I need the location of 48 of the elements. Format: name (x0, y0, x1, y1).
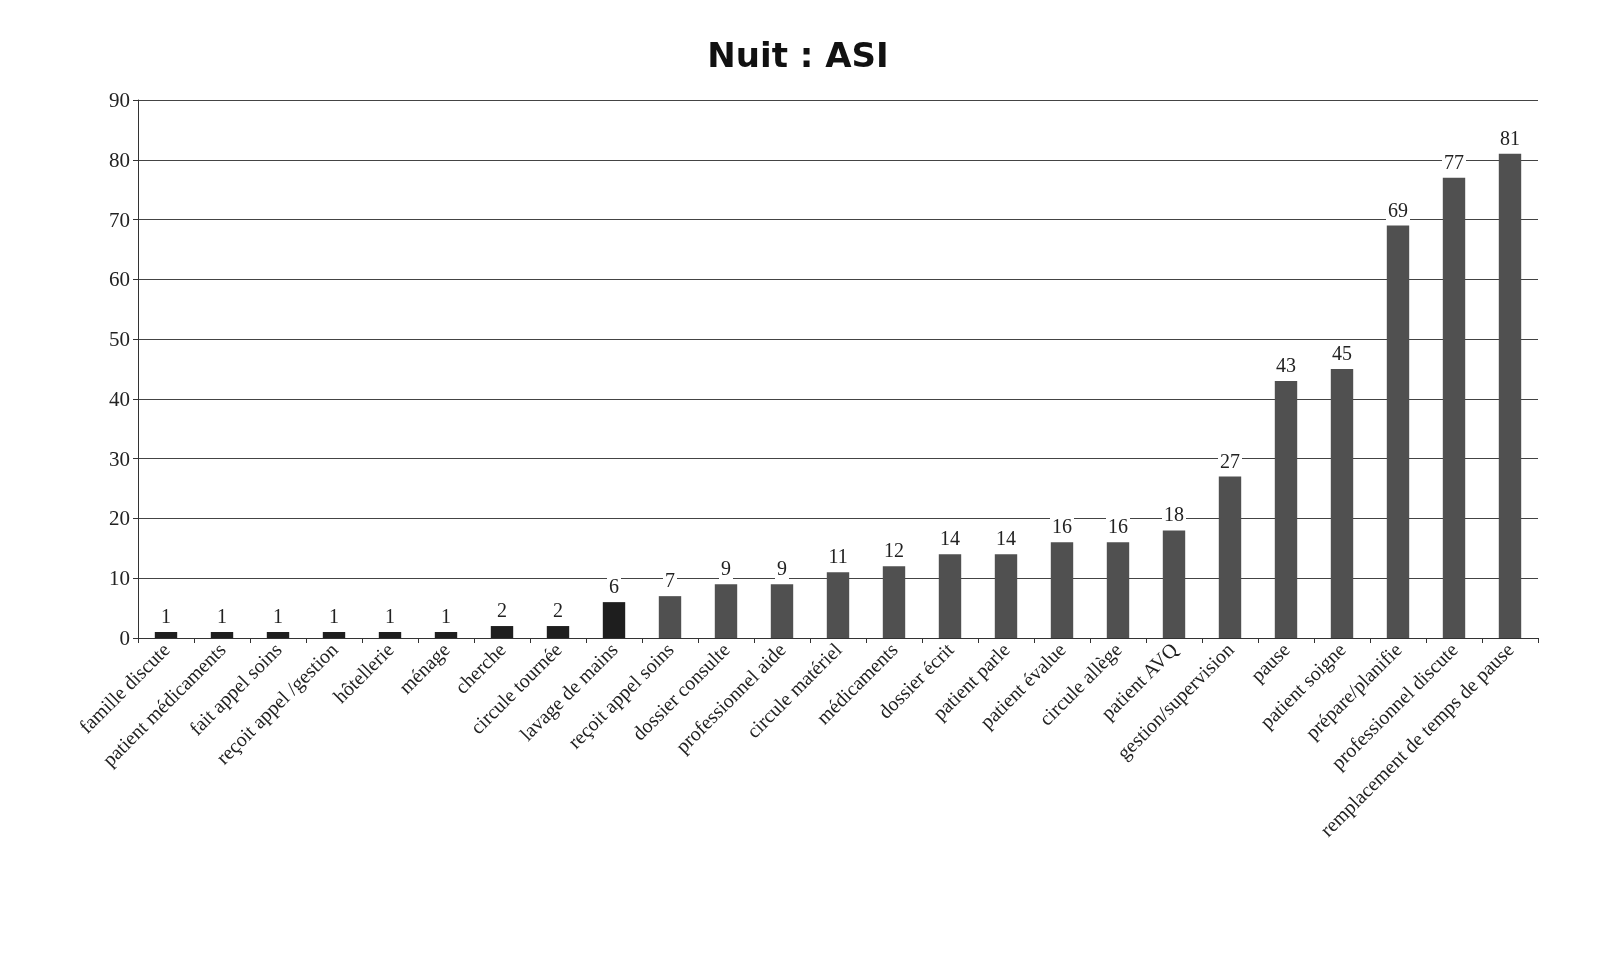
data-label: 1 (161, 605, 171, 628)
y-tick-label: 50 (109, 327, 130, 352)
data-label: 12 (884, 539, 904, 562)
bar (154, 632, 178, 638)
data-label: 1 (217, 605, 227, 628)
data-label: 16 (1108, 515, 1128, 538)
bar (658, 596, 682, 638)
y-tick-label: 80 (109, 147, 130, 172)
bar (770, 584, 794, 638)
data-label: 16 (1052, 515, 1072, 538)
bar (210, 632, 234, 638)
bar (714, 584, 738, 638)
data-label: 14 (996, 527, 1016, 550)
bar (546, 626, 570, 638)
data-label: 9 (777, 557, 787, 580)
data-label: 2 (553, 599, 563, 622)
bar (378, 632, 402, 638)
bar (602, 602, 626, 638)
data-label: 27 (1220, 449, 1240, 472)
y-tick-label: 70 (109, 207, 130, 232)
data-label: 1 (273, 605, 283, 628)
chart-title: Nuit : ASI (707, 35, 889, 75)
bar (490, 626, 514, 638)
data-label: 1 (441, 605, 451, 628)
data-label: 9 (721, 557, 731, 580)
data-label: 81 (1500, 126, 1520, 149)
data-label: 69 (1388, 198, 1408, 221)
y-tick-label: 10 (109, 566, 130, 591)
bar (434, 632, 458, 638)
data-label: 1 (329, 605, 339, 628)
bar (266, 632, 290, 638)
data-label: 7 (665, 569, 675, 592)
y-tick-label: 0 (119, 626, 130, 650)
data-label: 77 (1444, 150, 1464, 173)
data-label: 11 (828, 545, 848, 568)
data-label: 45 (1332, 342, 1352, 364)
bar (322, 632, 346, 638)
y-tick-label: 30 (109, 446, 130, 471)
data-label: 43 (1276, 353, 1296, 376)
data-label: 18 (1164, 503, 1184, 526)
y-tick-label: 90 (109, 88, 130, 112)
data-label: 6 (609, 575, 619, 598)
data-label: 1 (385, 605, 395, 628)
y-tick-label: 40 (109, 386, 130, 411)
y-tick-label: 20 (109, 506, 130, 531)
data-label: 2 (497, 599, 507, 622)
y-tick-label: 60 (109, 267, 130, 292)
data-label: 14 (940, 527, 960, 550)
